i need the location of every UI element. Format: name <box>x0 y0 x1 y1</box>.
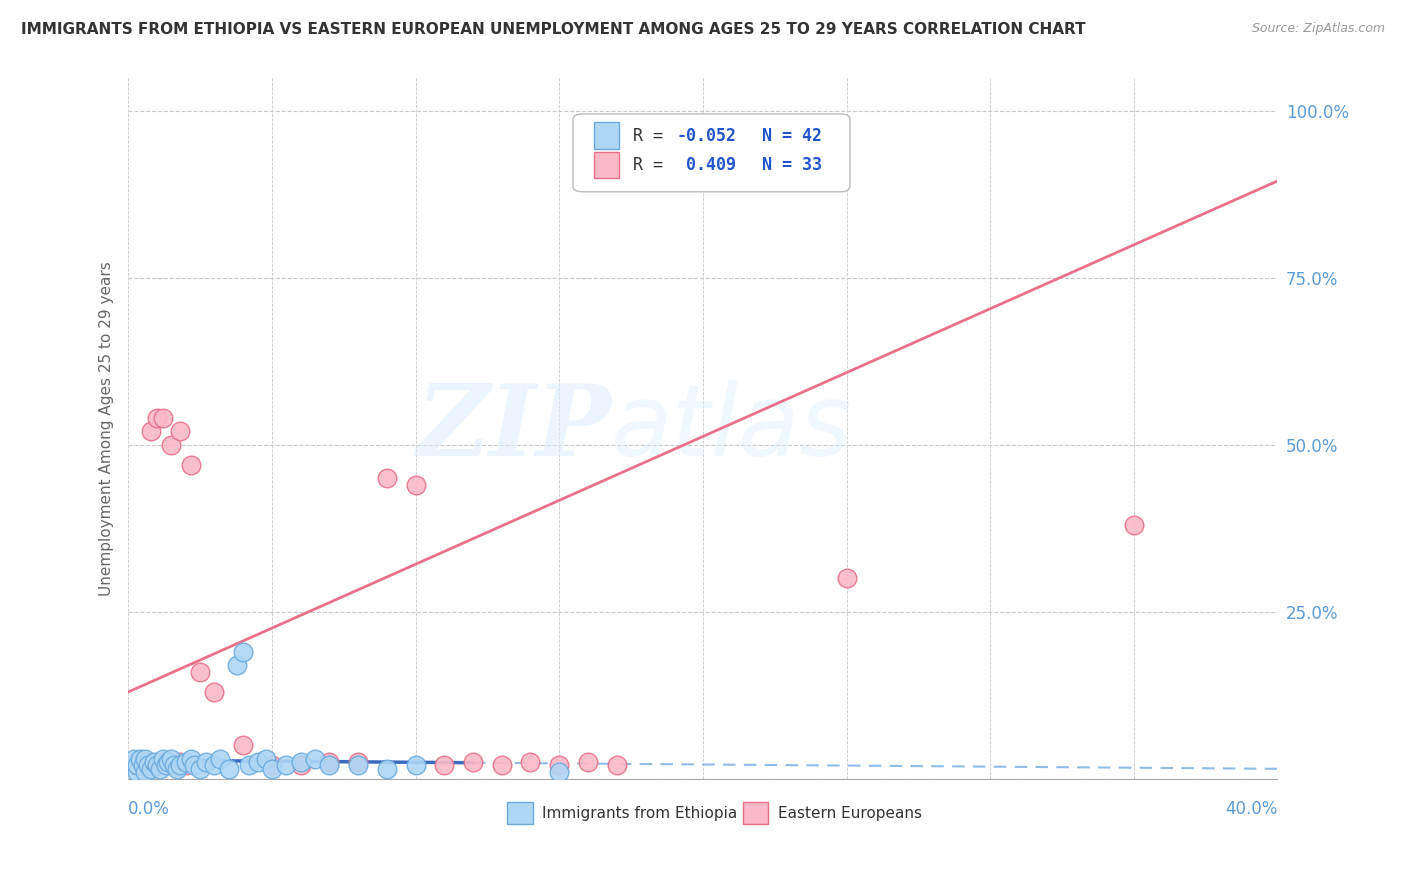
Point <box>260 762 283 776</box>
Point <box>146 758 169 772</box>
Text: atlas: atlas <box>612 380 852 476</box>
FancyBboxPatch shape <box>593 152 619 178</box>
Point <box>131 758 153 772</box>
FancyBboxPatch shape <box>574 114 851 192</box>
Point <box>125 765 148 780</box>
Point <box>405 758 427 772</box>
Point <box>152 752 174 766</box>
Text: Eastern Europeans: Eastern Europeans <box>778 806 921 822</box>
Point <box>519 755 541 769</box>
Point <box>405 478 427 492</box>
Point <box>606 758 628 772</box>
Point <box>375 762 398 776</box>
Point <box>433 758 456 772</box>
Point <box>226 658 249 673</box>
Text: 40.0%: 40.0% <box>1225 800 1278 818</box>
Y-axis label: Unemployment Among Ages 25 to 29 years: Unemployment Among Ages 25 to 29 years <box>100 260 114 596</box>
Point <box>491 758 513 772</box>
Point <box>146 411 169 425</box>
Point <box>120 758 142 772</box>
Point <box>290 755 312 769</box>
Text: N = 42: N = 42 <box>742 127 823 145</box>
FancyBboxPatch shape <box>508 802 533 824</box>
Point <box>238 758 260 772</box>
Point <box>548 765 571 780</box>
Point <box>152 411 174 425</box>
Point <box>131 758 153 772</box>
Point <box>180 458 202 472</box>
Point <box>163 758 186 772</box>
Point <box>141 425 163 439</box>
Point <box>160 438 183 452</box>
Point <box>260 758 283 772</box>
Text: ZIP: ZIP <box>416 380 612 476</box>
Text: R =: R = <box>633 156 672 174</box>
Text: 0.409: 0.409 <box>676 156 737 174</box>
Point <box>134 765 156 780</box>
Point <box>174 755 197 769</box>
Point <box>347 758 370 772</box>
Point <box>318 755 340 769</box>
Point <box>134 752 156 766</box>
Point <box>125 755 148 769</box>
Point <box>138 755 160 769</box>
Text: IMMIGRANTS FROM ETHIOPIA VS EASTERN EUROPEAN UNEMPLOYMENT AMONG AGES 25 TO 29 YE: IMMIGRANTS FROM ETHIOPIA VS EASTERN EURO… <box>21 22 1085 37</box>
Point <box>576 755 599 769</box>
Point <box>290 758 312 772</box>
Text: -0.052: -0.052 <box>676 127 737 145</box>
Point <box>232 645 254 659</box>
Point <box>166 762 188 776</box>
Point <box>128 752 150 766</box>
Point <box>204 685 226 699</box>
Text: Source: ZipAtlas.com: Source: ZipAtlas.com <box>1251 22 1385 36</box>
Point <box>160 752 183 766</box>
Point <box>461 755 484 769</box>
Point <box>835 571 858 585</box>
FancyBboxPatch shape <box>593 122 619 149</box>
Point <box>120 758 142 772</box>
Point <box>155 758 177 772</box>
Point <box>209 752 232 766</box>
Point <box>157 755 180 769</box>
Point <box>152 755 174 769</box>
Point <box>204 758 226 772</box>
Text: N = 33: N = 33 <box>742 156 823 174</box>
Text: 0.0%: 0.0% <box>128 800 170 818</box>
Point <box>188 762 211 776</box>
Point <box>169 758 191 772</box>
Point <box>375 471 398 485</box>
Point <box>276 758 298 772</box>
Point <box>246 755 269 769</box>
Point <box>122 752 145 766</box>
FancyBboxPatch shape <box>744 802 768 824</box>
Point <box>169 425 191 439</box>
Point <box>183 758 205 772</box>
Point <box>548 758 571 772</box>
Point <box>138 758 160 772</box>
Point <box>146 758 169 772</box>
Point <box>194 755 217 769</box>
Point <box>125 758 148 772</box>
Point <box>180 752 202 766</box>
Point <box>174 758 197 772</box>
Point <box>149 762 172 776</box>
Point <box>232 739 254 753</box>
Point <box>169 755 191 769</box>
Point <box>141 762 163 776</box>
Point <box>1122 518 1144 533</box>
Point <box>218 762 240 776</box>
Point <box>160 758 183 772</box>
Point <box>143 755 166 769</box>
Point <box>188 665 211 679</box>
Point <box>318 758 340 772</box>
Point <box>347 755 370 769</box>
Text: R =: R = <box>633 127 672 145</box>
Point <box>304 752 326 766</box>
Point <box>254 752 277 766</box>
Text: Immigrants from Ethiopia: Immigrants from Ethiopia <box>541 806 737 822</box>
